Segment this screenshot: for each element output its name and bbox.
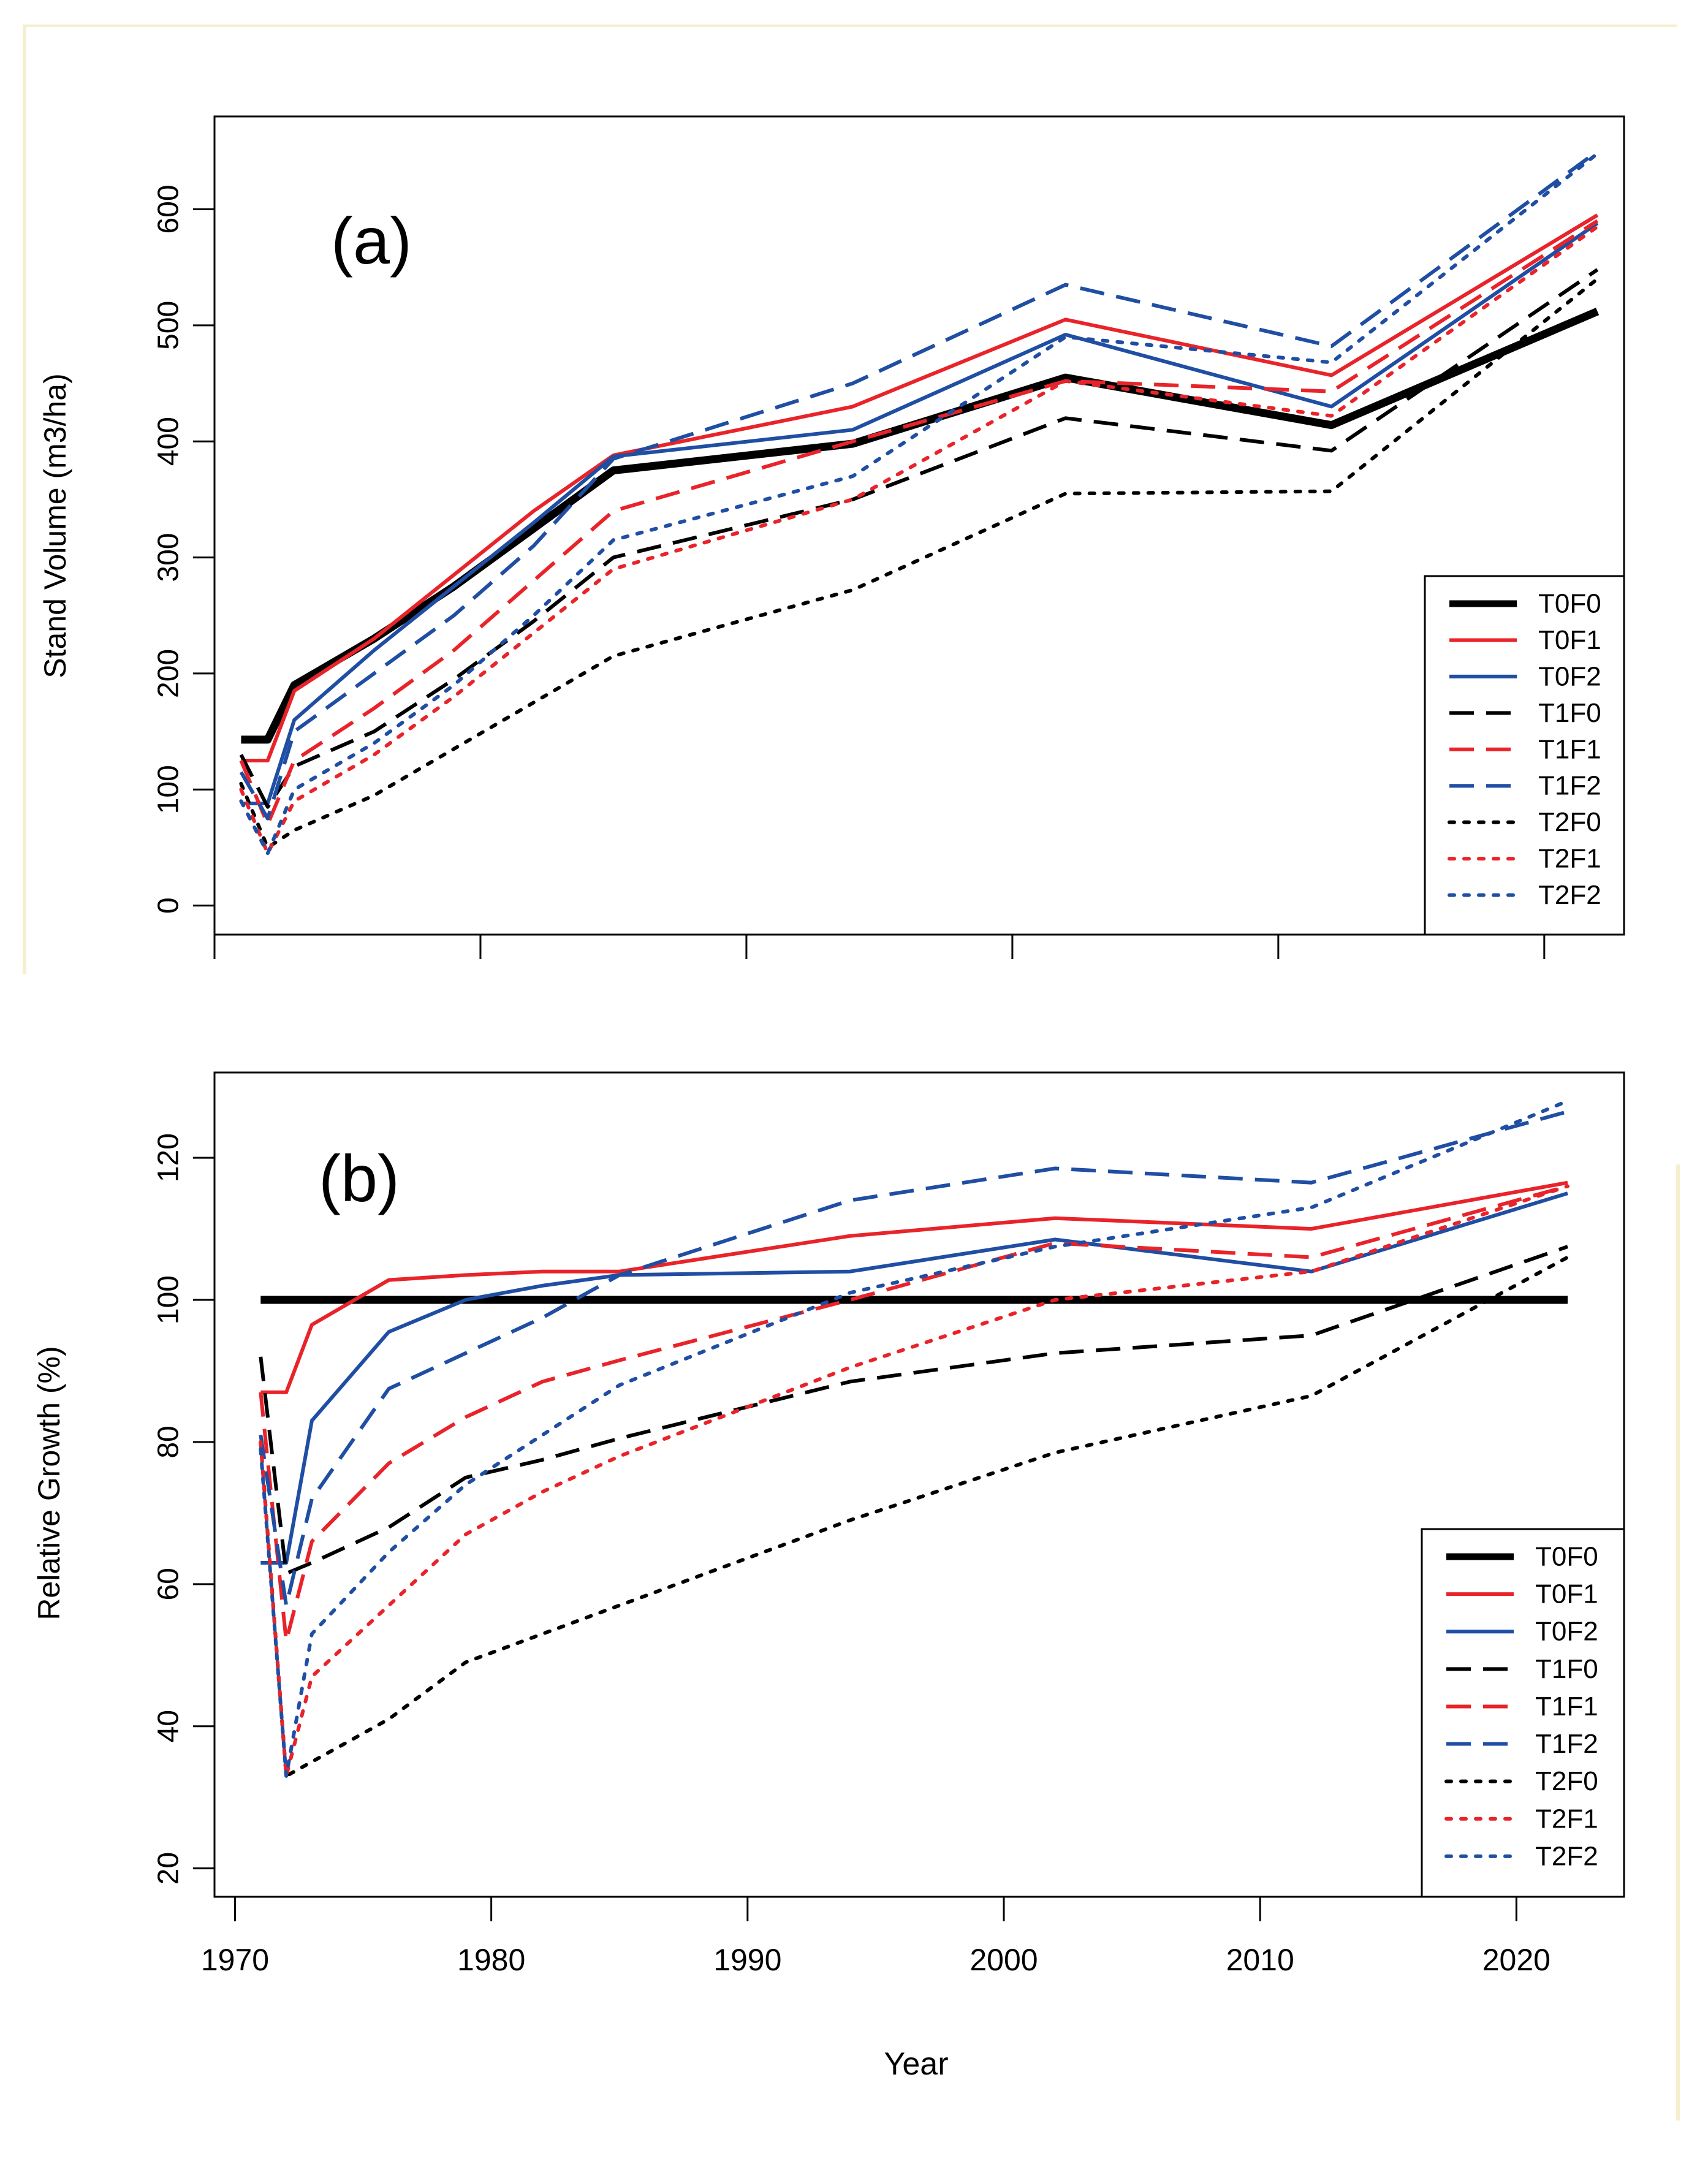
x-tick-label: 1970: [201, 1943, 269, 1977]
y-tick-label: 20: [153, 1852, 185, 1885]
series-line-t1f0: [259, 1245, 1568, 1576]
legend-label: T1F1: [1538, 734, 1601, 764]
chart-panel-a: 0 100 200 300 400 500 600 Stand Volume (m3/ha) (…: [38, 115, 1625, 959]
legend: T0F0 T0F1 T0F2 T1F0 T1F1 T1F2 T2F0 T2F1 T2F2: [1424, 575, 1625, 936]
series-line-t1f2: [259, 1109, 1568, 1608]
series-line-t1f1: [259, 1184, 1568, 1643]
chart-panel-b: 20 40 60 80 100 120 1970 1980 1990 2000 2010 2020 Re…: [32, 1071, 1625, 2082]
right-edge-line: [1676, 1164, 1680, 2120]
x-tick-label: 1980: [457, 1943, 525, 1977]
series-line-t1f0: [239, 268, 1599, 809]
x-tick-label: 2020: [1482, 1943, 1550, 1977]
legend-label: T0F1: [1538, 625, 1601, 655]
series-lines: [259, 1099, 1569, 1778]
series-line-t2f2: [259, 1099, 1569, 1778]
legend-label: T1F2: [1535, 1729, 1598, 1759]
x-axis-label: Year: [884, 2046, 948, 2082]
series-line-t2f0: [239, 277, 1600, 849]
x-tick-label: 2010: [1226, 1943, 1294, 1977]
x-tick-label: 2000: [970, 1943, 1038, 1977]
legend-label: T2F0: [1538, 807, 1601, 837]
series-line-t0f2: [260, 1191, 1568, 1565]
y-tick-label: 300: [153, 533, 185, 582]
plot-frame: [213, 115, 1625, 936]
series-line-t0f0: [241, 308, 1600, 744]
series-line-t2f1: [239, 224, 1600, 856]
y-tick-label: 500: [153, 301, 185, 350]
y-tick-label: 400: [153, 417, 185, 466]
legend-label: T0F0: [1535, 1542, 1598, 1572]
series-line-t2f1: [259, 1184, 1569, 1778]
legend-label: T1F1: [1535, 1691, 1598, 1722]
y-tick-label: 120: [153, 1133, 185, 1182]
legend-label: T2F1: [1538, 844, 1601, 874]
series-line-t2f0: [259, 1255, 1569, 1778]
legend-label: T0F2: [1535, 1617, 1598, 1647]
legend-label: T2F2: [1538, 880, 1601, 910]
y-tick-label: 60: [153, 1568, 185, 1600]
legend-label: T0F0: [1538, 589, 1601, 619]
x-tick-label: 1990: [713, 1943, 781, 1977]
y-axis-label: Relative Growth (%): [32, 1346, 66, 1620]
y-tick-label: 0: [153, 897, 185, 914]
series-line-t1f1: [239, 219, 1599, 827]
series-line-t2f2: [239, 151, 1600, 856]
y-tick-label: 80: [153, 1426, 185, 1458]
series-line-t1f2: [239, 150, 1599, 821]
series-line-t0f1: [241, 213, 1599, 762]
legend-box: [1424, 575, 1625, 936]
y-tick-label: 200: [153, 649, 185, 698]
legend-box: [1421, 1528, 1625, 1898]
legend-label: T1F0: [1538, 698, 1601, 728]
legend-label: T0F2: [1538, 661, 1601, 691]
series-line-t0f1: [260, 1180, 1568, 1394]
legend-label: T1F0: [1535, 1654, 1598, 1684]
legend-label: T2F2: [1535, 1841, 1598, 1871]
y-axis-label: Stand Volume (m3/ha): [38, 373, 72, 678]
y-tick-label: 40: [153, 1710, 185, 1742]
series-line-t0f2: [241, 221, 1599, 805]
legend-label: T2F1: [1535, 1804, 1598, 1834]
left-edge-line: [23, 25, 26, 974]
plot-frame: [213, 1071, 1625, 1898]
series-lines: [239, 150, 1600, 856]
y-tick-label: 100: [153, 765, 185, 814]
legend-label: T1F2: [1538, 771, 1601, 801]
y-tick-label: 600: [153, 184, 185, 233]
top-edge-line: [23, 25, 1677, 27]
legend-label: T0F1: [1535, 1579, 1598, 1609]
panel-label: (a): [331, 203, 412, 278]
legend: T0F0 T0F1 T0F2 T1F0 T1F1 T1F2 T2F0 T2F1 T2F2: [1421, 1528, 1625, 1898]
panel-label: (b): [319, 1141, 400, 1215]
y-tick-label: 100: [153, 1275, 185, 1324]
legend-label: T2F0: [1535, 1766, 1598, 1796]
